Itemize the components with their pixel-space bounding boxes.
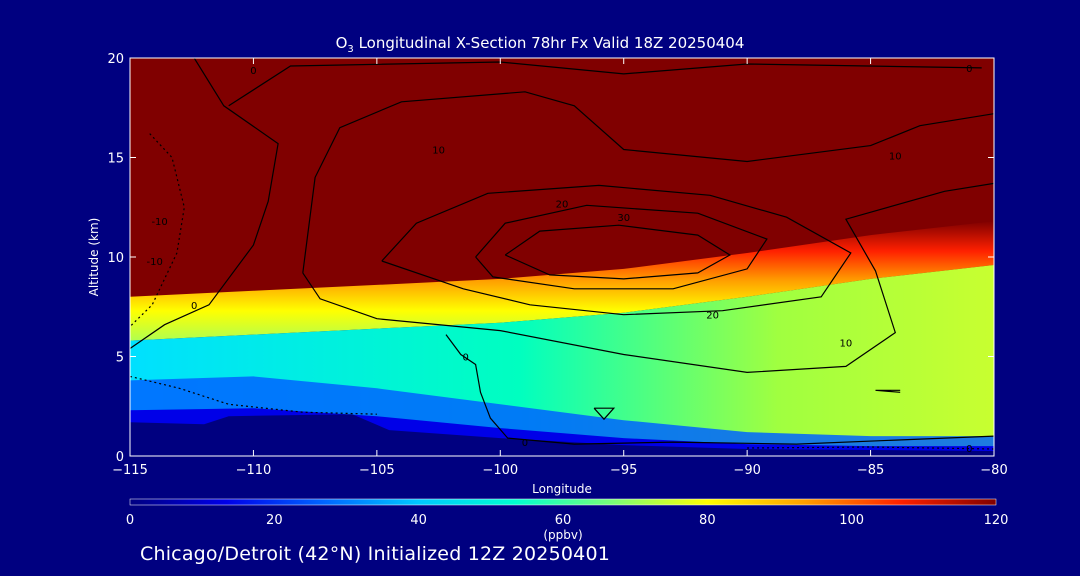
contour-label-5: 10 [840,339,853,350]
contour-label-8: 0 [191,301,197,312]
contour-10-upper [302,91,994,273]
axes: −115 −110 −105 −100 −95 −90 −85 −80 0 5 10 15 20 Long… [87,52,1008,496]
colorbar-tick-label-0: 0 [126,513,134,528]
title-rest: Longitudinal X-Section 78hr Fx Valid 18Z… [353,34,745,52]
tropopause-gradient [130,221,994,341]
x-tick-label-0: −115 [112,463,148,478]
colorbar-label: (ppbv) [543,528,582,542]
plot-area [130,58,994,456]
terrain-mask [130,414,994,456]
contour-label-9: 0 [463,353,469,364]
title-prefix: O [335,34,348,52]
contour-10-lower [302,182,994,374]
contour-label-11: 0 [966,444,972,455]
contour-0-top [228,61,982,107]
contour-40 [504,224,732,280]
ozone-contours: 0 10 20 30 20 10 10 0 0 0 0 0 -10 -10 [130,58,994,455]
contour-label-7: 0 [966,64,972,75]
contour-neg-low [130,375,377,415]
contour-label-1: 10 [432,146,445,157]
chart-title: O3 Longitudinal X-Section 78hr Fx Valid … [0,34,1080,55]
colorbar-tick-label-6: 120 [984,513,1009,528]
contour-label-2: 20 [556,199,569,210]
colorbar-tick-label-4: 80 [699,513,716,528]
x-tick-label-7: −80 [980,463,1007,478]
contour-neg-surface [747,446,994,450]
contour-0-lower [445,334,994,445]
colorbar-tick-label-2: 40 [410,513,427,528]
contour-30 [475,204,768,290]
colorbar-tick-label-3: 60 [555,513,572,528]
x-tick-label-4: −95 [610,463,637,478]
x-tick-label-6: −85 [857,463,884,478]
y-tick-label-4: 20 [107,52,124,67]
y-tick-label-2: 10 [107,251,124,266]
x-tick-label-2: −105 [359,463,395,478]
contour-closed-small [593,407,616,421]
footer-text: Chicago/Detroit (42°N) Initialized 12Z 2… [140,543,611,565]
x-tick-label-1: −110 [236,463,272,478]
contour-small-east [875,389,901,393]
contour-0-west [130,58,279,349]
contour-label-13: -10 [151,217,167,228]
x-axis-label: Longitude [532,482,592,496]
colorbar-bar [129,498,997,506]
contour-20 [381,184,852,316]
y-axis-label: Altitude (km) [87,218,101,297]
colorbar: 0 20 40 60 80 100 120 (ppbv) [126,498,1009,542]
x-tick-label-3: −100 [482,463,518,478]
contour-label-0: 0 [250,66,256,77]
y-tick-label-1: 5 [116,351,124,366]
colorbar-tick-label-5: 100 [839,513,864,528]
x-tick-label-5: −90 [733,463,760,478]
title-subscript: 3 [347,44,354,55]
contour-label-12: -10 [147,257,163,268]
contour-label-6: 10 [889,152,902,163]
contour-label-3: 30 [617,213,630,224]
contour-label-4: 20 [706,311,719,322]
y-tick-label-3: 15 [107,152,124,167]
y-tick-label-0: 0 [116,450,124,465]
colorbar-tick-label-1: 20 [266,513,283,528]
contour-label-10: 0 [522,438,528,449]
